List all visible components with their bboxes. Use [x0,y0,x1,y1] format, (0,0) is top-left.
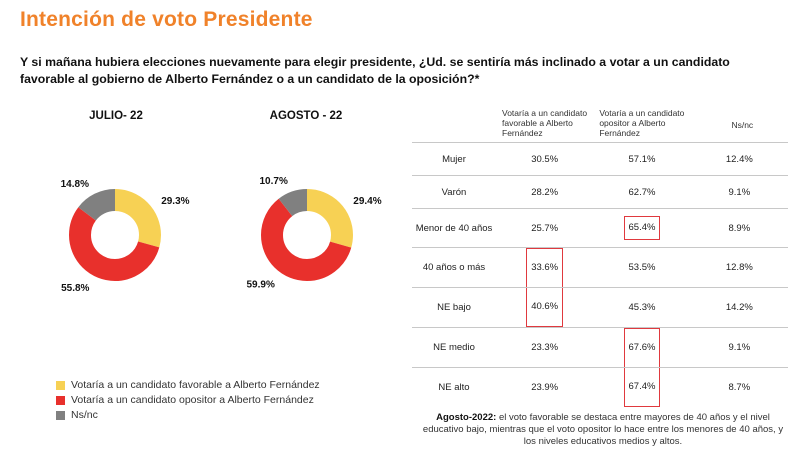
legend-swatch-nsnc [56,410,65,420]
donut-chart-julio: 29.3% 55.8% 14.8% [61,179,190,294]
julio-label-favorable: 29.3% [161,196,189,207]
julio-slice-opositor [69,189,161,281]
chart-title-julio: JULIO- 22 [89,110,143,122]
cell-opositor: 53.5% [593,247,691,288]
legend-label-opositor: Votaría a un candidato opositor a Albert… [71,394,314,406]
survey-question: Y si mañana hubiera elecciones nuevament… [20,55,730,86]
table-row: Varón 28.2% 62.7% 9.1% [412,175,788,209]
cell-favorable: 23.3% [496,327,594,368]
table-header-favorable: Votaría a un candidato favorable a Alber… [502,108,588,138]
legend-swatch-favorable [56,380,65,390]
cell-favorable: 30.5% [496,142,594,176]
agosto-slice-opositor [261,189,353,281]
highlight-box: 40.6% [526,288,564,327]
julio-label-nsnc: 14.8% [61,179,89,190]
footnote: Agosto-2022: el voto favorable se destac… [420,412,786,448]
agosto-label-favorable: 29.4% [353,196,381,207]
row-label: NE alto [412,367,496,407]
chart-title-agosto: AGOSTO - 22 [269,110,343,122]
legend-item-opositor: Votaría a un candidato opositor a Albert… [56,393,320,407]
agosto-label-nsnc: 10.7% [260,176,288,187]
segment-table: Votaría a un candidato favorable a Alber… [412,108,788,407]
highlight-box: 67.4% [623,368,661,407]
cell-opositor: 65.4% [593,208,691,248]
table-row: Mujer 30.5% 57.1% 12.4% [412,142,788,176]
julio-slice-nsnc [69,189,161,281]
highlight-box: 33.6% [526,248,564,287]
row-label: 40 años o más [412,247,496,288]
row-label: NE bajo [412,287,496,328]
cell-nsnc: 8.7% [690,367,788,407]
legend-label-nsnc: Ns/nc [71,409,98,421]
cell-nsnc: 12.4% [690,142,788,176]
cell-nsnc: 9.1% [690,175,788,209]
footnote-bold: Agosto-2022: [436,411,497,423]
row-label: Menor de 40 años [412,208,496,248]
cell-opositor: 67.4% [593,367,691,407]
footnote-text: el voto favorable se destaca entre mayor… [422,411,784,447]
cell-favorable: 33.6% [496,247,594,288]
cell-opositor: 62.7% [593,175,691,209]
donut-chart-agosto: 29.4% 59.9% 10.7% [246,176,381,290]
cell-nsnc: 12.8% [690,247,788,288]
cell-favorable: 23.9% [496,367,594,407]
cell-favorable: 28.2% [496,175,594,209]
agosto-slice-nsnc [261,189,353,281]
table-row: 40 años o más 33.6% 53.5% 12.8% [412,247,788,288]
legend-swatch-opositor [56,395,65,405]
row-label: Mujer [412,142,496,176]
legend-item-favorable: Votaría a un candidato favorable a Alber… [56,378,320,392]
cell-opositor: 67.6% [593,327,691,368]
table-header-nsnc: Ns/nc [731,120,754,130]
cell-opositor: 45.3% [593,287,691,328]
highlight-box: 65.4% [623,216,661,240]
table-row: NE bajo 40.6% 45.3% 14.2% [412,287,788,328]
chart-legend: Votaría a un candidato favorable a Alber… [56,378,320,423]
table-row: Menor de 40 años 25.7% 65.4% 8.9% [412,208,788,248]
legend-label-favorable: Votaría a un candidato favorable a Alber… [71,379,320,391]
highlight-box: 67.6% [623,328,661,367]
cell-favorable: 25.7% [496,208,594,248]
table-header-row: Votaría a un candidato favorable a Alber… [412,108,788,143]
table-header-segment [412,108,496,143]
table-header-opositor: Votaría a un candidato opositor a Albert… [599,108,685,138]
page-title: Intención de voto Presidente [20,8,313,31]
agosto-label-opositor: 59.9% [246,279,274,290]
cell-nsnc: 9.1% [690,327,788,368]
cell-nsnc: 8.9% [690,208,788,248]
legend-item-nsnc: Ns/nc [56,408,320,422]
row-label: Varón [412,175,496,209]
table-row: NE alto 23.9% 67.4% 8.7% [412,367,788,407]
cell-favorable: 40.6% [496,287,594,328]
table-row: NE medio 23.3% 67.6% 9.1% [412,327,788,368]
row-label: NE medio [412,327,496,368]
julio-label-opositor: 55.8% [61,283,89,294]
cell-opositor: 57.1% [593,142,691,176]
cell-nsnc: 14.2% [690,287,788,328]
